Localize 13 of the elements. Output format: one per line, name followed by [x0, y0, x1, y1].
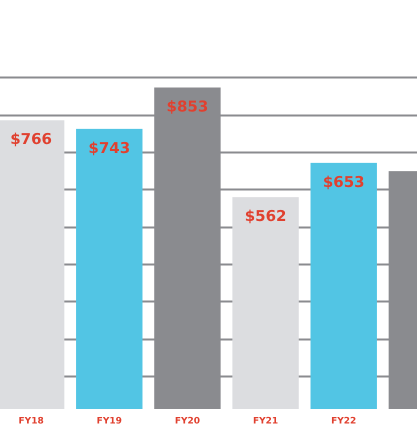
data-label: $743	[88, 138, 130, 157]
x-tick-label: FY20	[174, 416, 200, 426]
data-label: $766	[10, 130, 52, 148]
bar	[310, 162, 377, 409]
x-tick-label: FY21	[252, 416, 278, 426]
data-label: $562	[244, 207, 286, 226]
bar	[76, 128, 142, 409]
x-tick-label: FY18	[18, 416, 44, 426]
data-label: $853	[166, 97, 208, 116]
x-tick-label: FY19	[96, 416, 122, 426]
data-label: $653	[322, 172, 365, 191]
bar	[232, 197, 299, 409]
x-tick-label: FY22	[331, 416, 356, 426]
